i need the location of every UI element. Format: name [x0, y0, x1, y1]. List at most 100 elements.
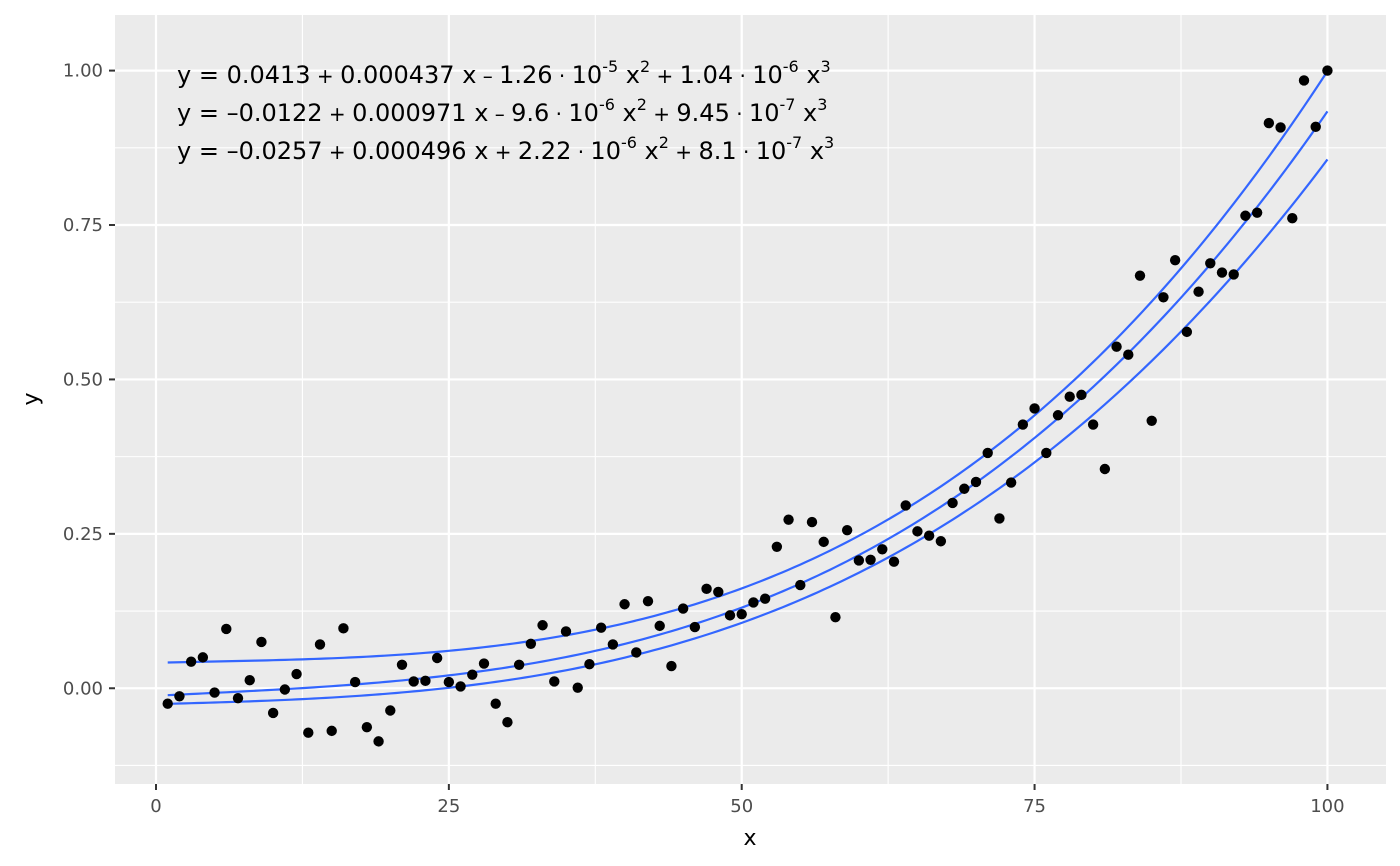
data-point: [1017, 419, 1029, 430]
y-tick-label: 0.75: [63, 215, 103, 236]
equation-label-2: y = –0.0122 + 0.000971 x – 9.6 · 10-6 x2…: [177, 95, 827, 127]
data-point: [982, 447, 993, 459]
data-point: [713, 586, 724, 598]
data-point: [560, 626, 572, 637]
data-point: [1099, 463, 1111, 475]
data-point: [935, 536, 947, 547]
panel-background: [115, 15, 1386, 784]
y-axis: 0.00 0.25 0.50 0.75 1.00: [63, 61, 115, 699]
data-point: [595, 622, 607, 633]
data-point: [795, 579, 806, 591]
data-point: [959, 483, 970, 494]
x-tick-label: 25: [437, 796, 460, 817]
data-point: [1181, 326, 1193, 338]
data-point: [994, 513, 1005, 524]
data-point: [572, 682, 583, 693]
fit-line-2: [167, 110, 1329, 697]
data-point: [1169, 255, 1181, 266]
data-point: [431, 652, 443, 664]
data-point: [549, 676, 560, 687]
data-point: [1134, 270, 1146, 281]
data-point: [666, 660, 677, 672]
data-point: [209, 687, 220, 698]
data-point: [537, 620, 548, 631]
fit-line-3: [167, 158, 1329, 705]
data-point: [1029, 403, 1040, 414]
data-point: [607, 639, 619, 650]
data-point: [256, 636, 267, 648]
data-point: [865, 554, 876, 565]
data-point: [900, 500, 911, 511]
data-point: [513, 659, 525, 670]
data-point: [1310, 121, 1321, 132]
x-tick-label: 0: [150, 796, 161, 817]
data-point: [853, 555, 865, 566]
data-point: [806, 516, 818, 528]
data-point: [455, 681, 466, 692]
x-axis: 0 25 50 75 100: [150, 784, 1345, 817]
data-point: [314, 639, 326, 650]
data-point: [1228, 269, 1239, 280]
data-point: [818, 536, 829, 548]
data-point: [1064, 391, 1075, 402]
data-point: [619, 599, 630, 610]
data-point: [373, 736, 384, 747]
y-tick-label: 0.25: [63, 524, 103, 545]
data-point: [502, 717, 513, 728]
data-point: [197, 652, 209, 663]
grid-minor: [115, 15, 1386, 784]
data-point: [244, 675, 255, 686]
data-point: [232, 692, 244, 704]
data-point: [361, 721, 373, 733]
x-tick-label: 50: [730, 796, 753, 817]
data-point: [478, 658, 490, 669]
data-point: [1146, 415, 1157, 427]
data-point: [748, 597, 759, 608]
data-point: [970, 476, 982, 488]
data-point: [1123, 349, 1134, 360]
data-point: [162, 698, 173, 709]
data-point: [1263, 117, 1275, 129]
data-point: [1052, 410, 1064, 421]
data-point: [689, 621, 701, 633]
data-point: [185, 656, 197, 667]
data-point: [1216, 267, 1228, 278]
data-point: [326, 725, 337, 737]
fit-line-1: [167, 70, 1329, 664]
data-point: [1251, 207, 1263, 218]
data-point: [877, 544, 888, 555]
data-point: [947, 497, 958, 509]
data-point: [1275, 122, 1286, 133]
equation-annotations: y = 0.0413 + 0.000437 x – 1.26 · 10-5 x2…: [177, 57, 834, 165]
x-tick-label: 100: [1310, 796, 1344, 817]
data-point: [736, 608, 747, 620]
data-point: [525, 638, 537, 649]
data-point: [759, 593, 771, 604]
y-tick-label: 0.50: [63, 369, 103, 390]
data-point: [1287, 213, 1298, 224]
data-point: [1111, 341, 1122, 352]
x-axis-title: x: [743, 826, 756, 851]
data-point: [724, 610, 736, 621]
data-point: [888, 556, 900, 567]
data-point: [467, 669, 478, 680]
y-tick-label: 0.00: [63, 678, 103, 699]
data-points: [162, 65, 1333, 747]
data-point: [1193, 286, 1204, 297]
data-point: [1205, 258, 1216, 269]
data-point: [1158, 292, 1169, 303]
data-point: [349, 676, 361, 688]
data-point: [267, 707, 279, 719]
data-point: [1322, 65, 1333, 76]
data-point: [291, 668, 302, 680]
data-point: [490, 698, 501, 709]
data-point: [1041, 447, 1052, 459]
data-point: [420, 675, 431, 687]
data-point: [783, 514, 794, 525]
data-point: [338, 623, 349, 634]
data-point: [279, 684, 291, 695]
data-point: [221, 623, 232, 635]
data-point: [841, 524, 853, 536]
equation-label-3: y = –0.0257 + 0.000496 x + 2.22 · 10-6 x…: [177, 133, 834, 165]
